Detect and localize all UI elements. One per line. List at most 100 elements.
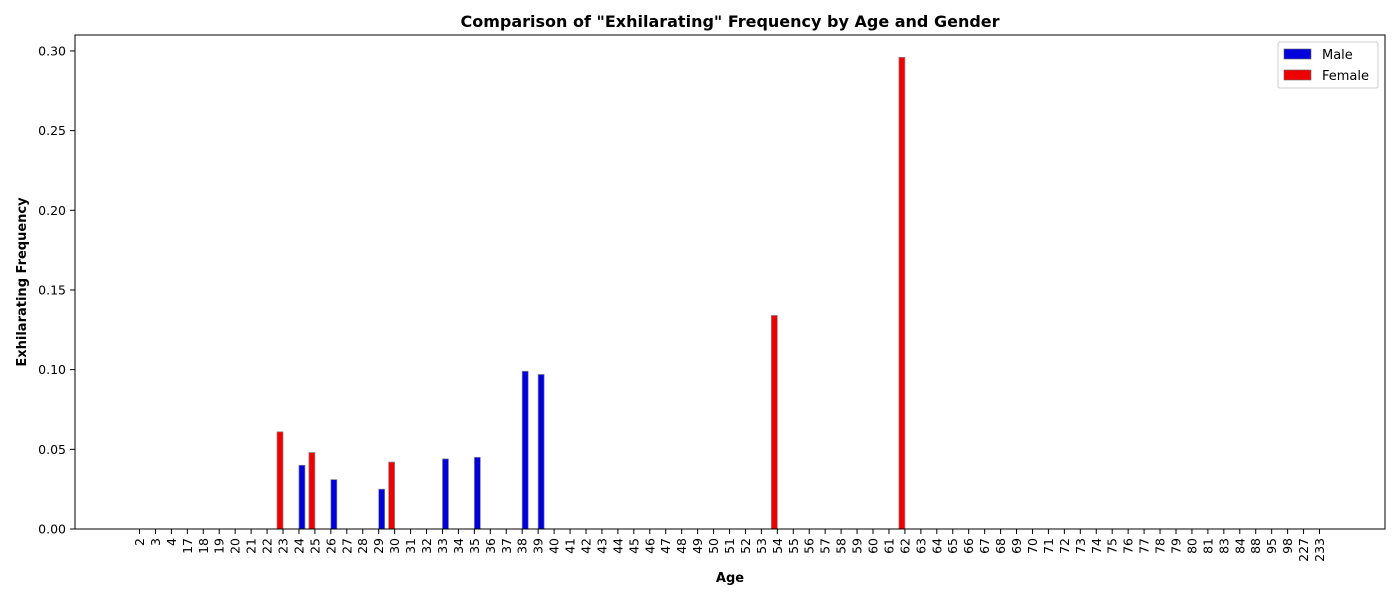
x-tick-label: 22: [260, 538, 275, 554]
x-tick-label: 61: [881, 538, 896, 554]
x-tick-label: 66: [961, 538, 976, 554]
x-tick-label: 62: [897, 538, 912, 554]
legend-swatch-female: [1283, 69, 1312, 81]
x-tick-label: 98: [1280, 538, 1295, 554]
x-tick-label: 55: [786, 538, 801, 554]
x-tick-label: 48: [674, 538, 689, 554]
x-tick-label: 78: [1153, 538, 1168, 554]
x-tick-label: 30: [387, 538, 402, 554]
y-tick-label: 0.20: [38, 203, 66, 218]
x-tick-label: 72: [1057, 538, 1072, 554]
y-tick-label: 0.00: [38, 522, 66, 537]
x-tick-label: 2: [132, 538, 147, 546]
x-tick-label: 88: [1248, 538, 1263, 554]
x-tick-label: 45: [626, 538, 641, 554]
x-tick-label: 21: [244, 538, 259, 554]
x-tick-label: 34: [451, 538, 466, 554]
x-tick-label: 58: [834, 538, 849, 554]
x-tick-label: 32: [419, 538, 434, 554]
bar-male-26: [330, 479, 338, 530]
x-tick-label: 40: [547, 538, 562, 554]
x-tick-label: 75: [1105, 538, 1120, 554]
x-tick-label: 81: [1200, 538, 1215, 554]
x-tick-label: 46: [642, 538, 657, 554]
x-tick-label: 39: [531, 538, 546, 554]
x-tick-label: 31: [403, 538, 418, 554]
x-tick-label: 76: [1121, 538, 1136, 554]
x-tick-label: 17: [180, 538, 195, 554]
x-tick-label: 83: [1216, 538, 1231, 554]
legend: Male Female: [1277, 41, 1379, 89]
x-tick-label: 95: [1264, 538, 1279, 554]
x-tick-label: 42: [578, 538, 593, 554]
bar-male-33: [442, 458, 449, 530]
x-tick-label: 49: [690, 538, 705, 554]
bar-female-62: [898, 56, 906, 530]
bar-male-39: [537, 374, 545, 530]
x-tick-label: 44: [610, 538, 625, 554]
bar-female-25: [308, 452, 316, 530]
y-tick-label: 0.15: [38, 282, 66, 297]
x-tick-label: 27: [339, 538, 354, 554]
x-tick-label: 71: [1041, 538, 1056, 554]
bar-female-54: [770, 315, 778, 530]
x-tick-label: 38: [515, 538, 530, 554]
x-tick-label: 53: [754, 538, 769, 554]
x-tick-label: 35: [467, 538, 482, 554]
x-tick-label: 23: [276, 538, 291, 554]
y-axis-label: Exhilarating Frequency: [15, 197, 30, 367]
x-tick-label: 41: [563, 538, 578, 554]
legend-label-female: Female: [1322, 69, 1369, 84]
x-tick-label: 18: [196, 538, 211, 554]
x-tick-label: 28: [355, 538, 370, 554]
x-tick-label: 24: [291, 538, 306, 554]
x-tick-label: 50: [706, 538, 721, 554]
x-tick-label: 26: [323, 538, 338, 554]
x-tick-label: 19: [212, 538, 227, 554]
x-tick-label: 60: [866, 538, 881, 554]
x-tick-label: 67: [977, 538, 992, 554]
x-tick-label: 73: [1073, 538, 1088, 554]
x-tick-label: 3: [148, 538, 163, 546]
x-tick-label: 84: [1232, 538, 1247, 554]
x-tick-label: 29: [371, 538, 386, 554]
x-tick-label: 57: [818, 538, 833, 554]
x-tick-label: 80: [1184, 538, 1199, 554]
x-tick-label: 25: [307, 538, 322, 554]
x-tick-label: 51: [722, 538, 737, 554]
bar-male-38: [521, 370, 529, 530]
y-tick-label: 0.25: [38, 123, 66, 138]
bar-female-23: [276, 431, 284, 530]
x-tick-label: 47: [658, 538, 673, 554]
x-tick-label: 74: [1089, 538, 1104, 554]
bar-female-30: [388, 461, 395, 530]
plot-area: 0.000.050.100.150.200.250.302 3 4 17 18 19 20 2…: [38, 43, 1327, 561]
x-axis-label: Age: [716, 571, 744, 586]
x-tick-label: 36: [483, 538, 498, 554]
x-tick-label: 37: [499, 538, 514, 554]
x-tick-label: 63: [913, 538, 928, 554]
x-tick-label: 77: [1137, 538, 1152, 554]
bar-male-35: [474, 456, 481, 530]
legend-swatch-male: [1283, 48, 1312, 60]
x-tick-label: 70: [1025, 538, 1040, 554]
legend-label-male: Male: [1322, 48, 1353, 63]
y-tick-label: 0.10: [38, 362, 66, 377]
y-tick-label: 0.30: [38, 43, 66, 58]
x-tick-label: 33: [435, 538, 450, 554]
x-tick-label: 233: [1312, 538, 1327, 562]
x-tick-label: 52: [738, 538, 753, 554]
x-tick-label: 54: [770, 538, 785, 554]
y-tick-label: 0.05: [38, 442, 66, 457]
x-tick-label: 59: [850, 538, 865, 554]
plot-frame: [74, 34, 1386, 530]
x-tick-label: 20: [228, 538, 243, 554]
bar-male-24: [298, 464, 306, 530]
bar-male-29: [378, 488, 386, 530]
chart-title: Comparison of "Exhilarating" Frequency b…: [460, 12, 999, 31]
x-tick-label: 68: [993, 538, 1008, 554]
x-tick-label: 43: [594, 538, 609, 554]
x-tick-label: 69: [1009, 538, 1024, 554]
